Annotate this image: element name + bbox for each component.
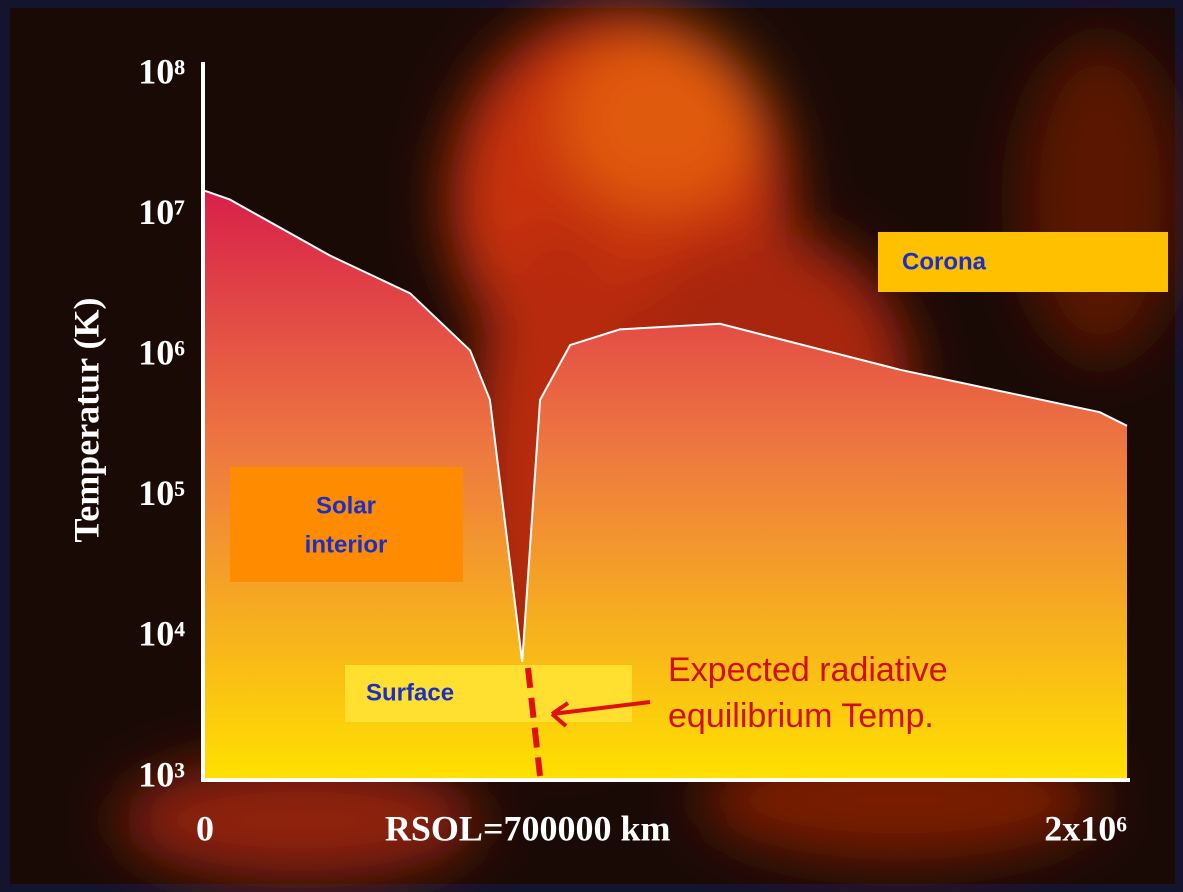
arrow	[551, 700, 651, 716]
interior-box	[230, 467, 463, 582]
temperature-line	[204, 189, 1128, 663]
corona-label: Corona	[902, 248, 987, 275]
y-tick-label: 10⁴	[138, 614, 185, 654]
x-tick-label: 2x10⁶	[1044, 808, 1127, 848]
interior-label: Solar	[316, 492, 376, 519]
x-tick-label: RSOL=700000 km	[385, 808, 671, 848]
y-tick-label: 10⁷	[138, 192, 185, 232]
surface-box	[345, 665, 632, 722]
plot	[204, 189, 1128, 779]
y-tick-label: 10⁶	[138, 332, 185, 372]
y-axis-label: Temperatur (K)	[66, 298, 106, 543]
y-tick-label: 10³	[138, 754, 185, 794]
area-fill	[205, 190, 1127, 779]
interior-label: interior	[305, 531, 388, 558]
y-tick-label: 10⁵	[138, 473, 185, 513]
arrow-head	[550, 701, 570, 728]
dashed-line	[525, 667, 543, 777]
corona-box	[878, 232, 1168, 292]
surface-label: Surface	[366, 679, 454, 706]
y-tick-label: 10⁸	[138, 51, 185, 91]
x-tick-label: 0	[196, 808, 214, 848]
note: equilibrium Temp.	[668, 697, 934, 735]
note: Expected radiative	[668, 651, 948, 689]
